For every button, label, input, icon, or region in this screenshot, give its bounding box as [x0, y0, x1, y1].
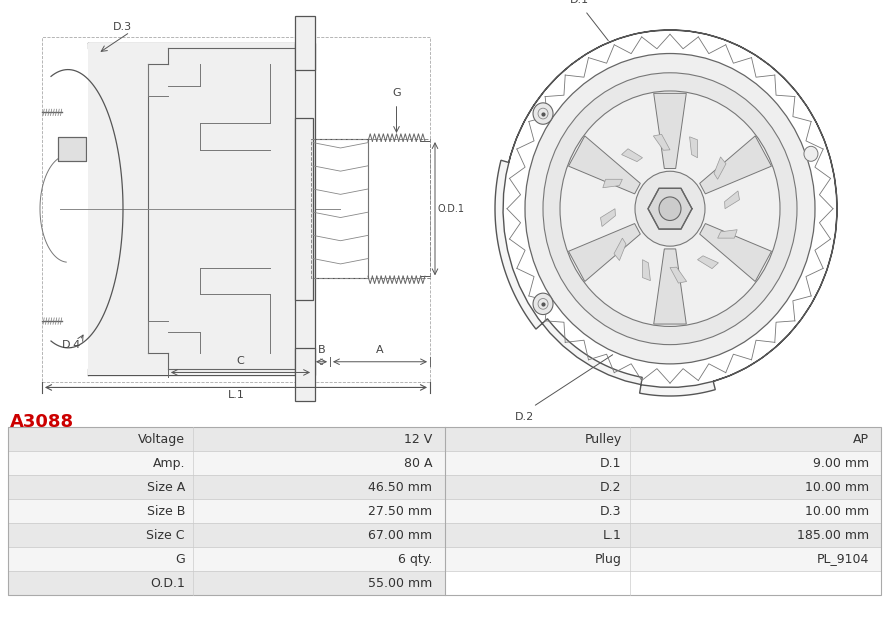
Bar — [295, 118, 313, 300]
Circle shape — [560, 91, 780, 326]
Polygon shape — [603, 179, 622, 188]
Bar — [444, 427, 881, 451]
Text: D.2: D.2 — [515, 412, 534, 422]
Text: D.1: D.1 — [570, 0, 589, 6]
Polygon shape — [714, 157, 726, 179]
Bar — [444, 523, 881, 547]
Circle shape — [804, 146, 818, 161]
Text: Amp.: Amp. — [153, 457, 185, 470]
Text: Size B: Size B — [147, 505, 185, 518]
Text: 10.00 mm: 10.00 mm — [805, 480, 869, 493]
Text: O.D.1: O.D.1 — [438, 204, 465, 214]
Bar — [295, 348, 315, 401]
Text: L.1: L.1 — [228, 389, 244, 399]
Circle shape — [533, 103, 553, 124]
Text: Plug: Plug — [595, 553, 621, 566]
Polygon shape — [495, 30, 837, 396]
Bar — [8, 427, 881, 595]
Polygon shape — [670, 267, 686, 283]
Polygon shape — [621, 149, 643, 161]
Bar — [295, 16, 315, 70]
Circle shape — [659, 197, 681, 221]
Bar — [8, 547, 444, 571]
Polygon shape — [700, 224, 772, 282]
Text: Size A: Size A — [147, 480, 185, 493]
Text: G: G — [392, 88, 401, 98]
Bar — [88, 43, 295, 374]
Text: 9.00 mm: 9.00 mm — [813, 457, 869, 470]
Text: Size C: Size C — [147, 528, 185, 541]
Bar — [8, 499, 444, 523]
Polygon shape — [569, 224, 640, 282]
Bar — [444, 499, 881, 523]
Polygon shape — [643, 260, 651, 280]
Text: D.2: D.2 — [600, 480, 621, 493]
Polygon shape — [614, 238, 626, 260]
Text: D.1: D.1 — [600, 457, 621, 470]
Circle shape — [543, 73, 797, 345]
Text: D.3: D.3 — [600, 505, 621, 518]
Text: G: G — [175, 553, 185, 566]
Circle shape — [525, 54, 815, 364]
Text: O.D.1: O.D.1 — [150, 576, 185, 589]
Bar — [58, 137, 86, 161]
Text: C: C — [236, 356, 244, 366]
Text: 27.50 mm: 27.50 mm — [368, 505, 433, 518]
Bar — [444, 475, 881, 499]
Polygon shape — [653, 249, 686, 324]
Text: A: A — [376, 345, 384, 355]
Text: 55.00 mm: 55.00 mm — [368, 576, 433, 589]
Polygon shape — [95, 76, 164, 341]
Circle shape — [533, 293, 553, 315]
Bar — [8, 523, 444, 547]
Bar — [8, 571, 444, 595]
Polygon shape — [569, 136, 640, 194]
Bar — [295, 43, 315, 374]
Bar — [8, 427, 444, 451]
Text: 46.50 mm: 46.50 mm — [369, 480, 433, 493]
Bar — [58, 137, 86, 161]
Text: Pulley: Pulley — [584, 432, 621, 445]
Bar — [8, 475, 444, 499]
Polygon shape — [700, 136, 772, 194]
Text: 185.00 mm: 185.00 mm — [797, 528, 869, 541]
Polygon shape — [653, 93, 686, 168]
Polygon shape — [653, 135, 670, 150]
Bar — [444, 451, 881, 475]
Text: 67.00 mm: 67.00 mm — [368, 528, 433, 541]
Text: B: B — [317, 345, 325, 355]
Circle shape — [635, 171, 705, 246]
Text: D.3: D.3 — [113, 22, 132, 32]
Polygon shape — [698, 256, 718, 269]
Polygon shape — [717, 230, 737, 238]
Text: L.1: L.1 — [603, 528, 621, 541]
Text: A3088: A3088 — [10, 413, 74, 431]
Bar — [444, 547, 881, 571]
Text: 12 V: 12 V — [404, 432, 433, 445]
Polygon shape — [690, 137, 698, 158]
Text: D.4: D.4 — [62, 340, 81, 350]
Bar — [8, 451, 444, 475]
Text: PL_9104: PL_9104 — [817, 553, 869, 566]
Polygon shape — [648, 188, 692, 229]
Text: AP: AP — [853, 432, 869, 445]
Polygon shape — [725, 191, 740, 209]
Text: 80 A: 80 A — [404, 457, 433, 470]
Text: 6 qty.: 6 qty. — [398, 553, 433, 566]
Text: Voltage: Voltage — [138, 432, 185, 445]
Polygon shape — [600, 209, 615, 227]
Text: 10.00 mm: 10.00 mm — [805, 505, 869, 518]
